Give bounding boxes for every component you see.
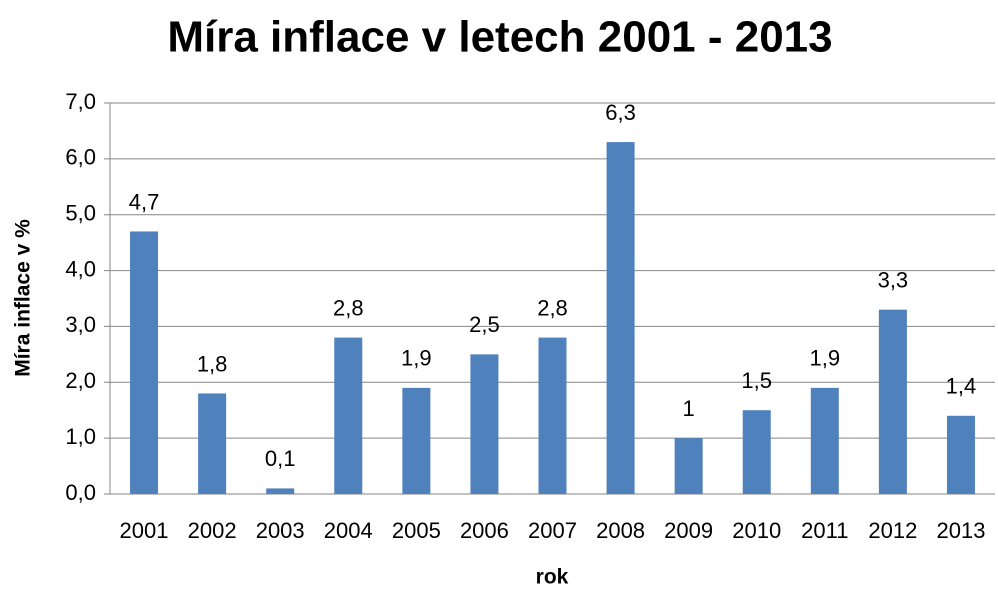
y-tick-label: 6,0	[65, 145, 96, 170]
bar	[402, 387, 431, 494]
y-tick-label: 4,0	[65, 256, 96, 281]
x-tick-label: 2007	[528, 518, 577, 543]
x-tick-label: 2001	[120, 518, 169, 543]
x-tick-label: 2002	[188, 518, 237, 543]
x-tick-label: 2006	[460, 518, 509, 543]
data-label: 3,3	[878, 267, 909, 292]
data-label: 2,5	[469, 312, 500, 337]
y-tick-label: 5,0	[65, 201, 96, 226]
y-tick-label: 3,0	[65, 312, 96, 337]
bar	[470, 354, 499, 494]
data-label: 1,9	[810, 346, 841, 371]
bar	[334, 337, 363, 494]
bar	[538, 337, 567, 494]
bar	[878, 309, 907, 494]
x-tick-label: 2004	[324, 518, 373, 543]
x-tick-label: 2003	[256, 518, 305, 543]
y-tick-label: 7,0	[65, 89, 96, 114]
data-label: 1,5	[741, 368, 772, 393]
x-tick-label: 2009	[664, 518, 713, 543]
data-label: 1	[683, 396, 695, 421]
x-tick-label: 2011	[801, 518, 848, 543]
data-label: 2,8	[333, 295, 364, 320]
chart-title: Míra inflace v letech 2001 - 2013	[167, 13, 832, 62]
bar	[810, 387, 839, 494]
data-label: 0,1	[265, 446, 296, 471]
data-label: 2,8	[537, 295, 568, 320]
bar	[266, 488, 295, 494]
data-label: 1,4	[946, 374, 977, 399]
x-axis-label: rok	[536, 566, 569, 589]
y-tick-label: 0,0	[65, 480, 96, 505]
x-tick-label: 2010	[732, 518, 781, 543]
data-label: 4,7	[129, 189, 160, 214]
bar	[198, 393, 227, 494]
bar	[674, 438, 703, 494]
y-axis-label: Míra inflace v %	[12, 219, 35, 377]
data-label: 1,9	[401, 346, 432, 371]
x-tick-label: 2008	[596, 518, 645, 543]
y-tick-label: 1,0	[65, 424, 96, 449]
data-label: 6,3	[605, 100, 636, 125]
bar	[130, 231, 159, 494]
bar	[606, 142, 635, 494]
x-tick-label: 2013	[936, 518, 985, 543]
data-label: 1,8	[197, 351, 228, 376]
bar	[742, 410, 771, 494]
bar	[946, 415, 975, 494]
y-tick-label: 2,0	[65, 368, 96, 393]
x-tick-label: 2005	[392, 518, 441, 543]
x-tick-label: 2012	[868, 518, 917, 543]
